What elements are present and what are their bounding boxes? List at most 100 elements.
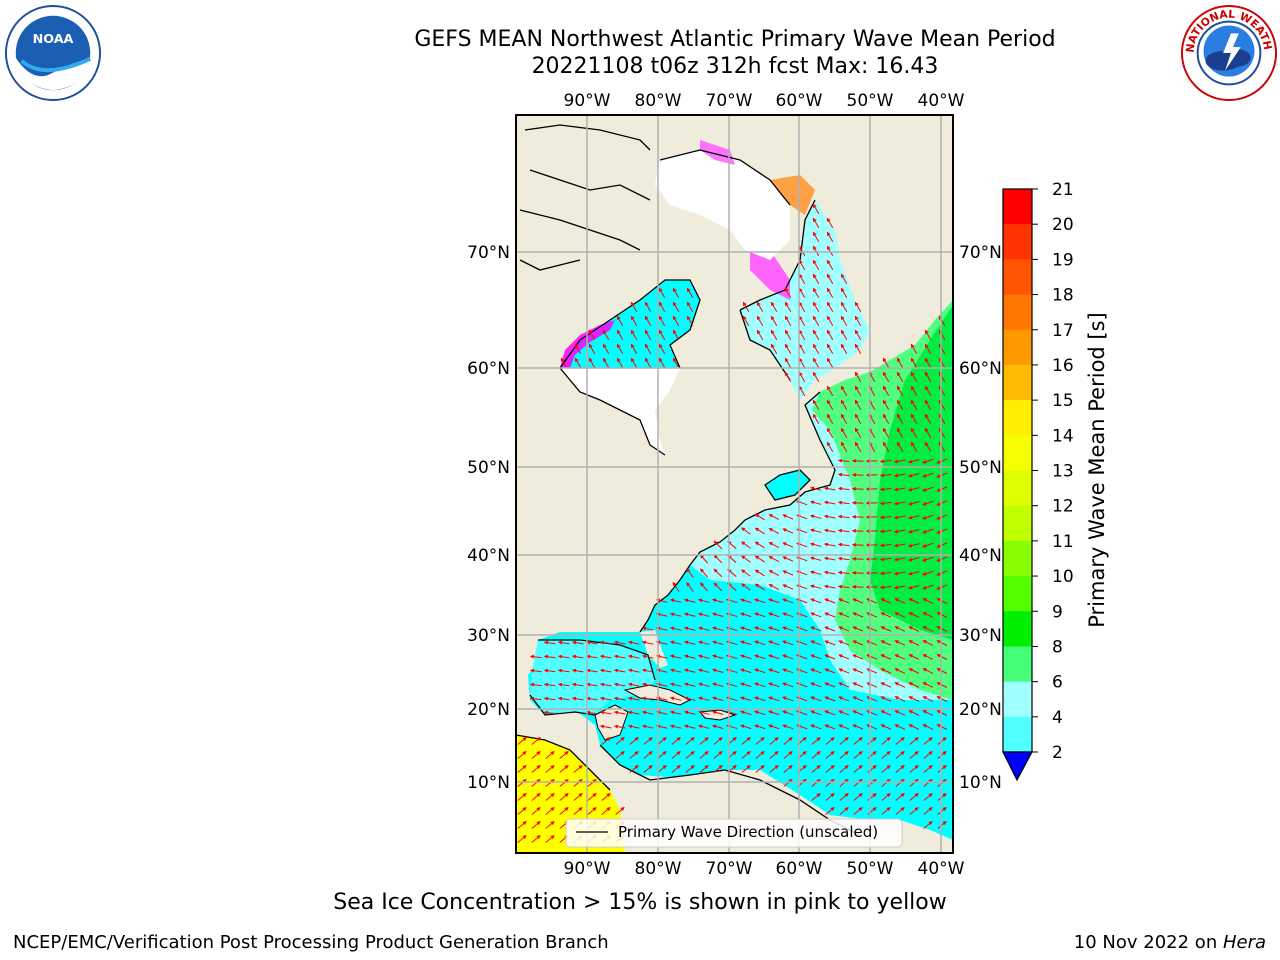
wave-arrow (768, 654, 780, 660)
wave-arrow (798, 329, 806, 341)
lon-label: 40°W (918, 859, 965, 879)
wave-arrow (571, 682, 584, 687)
wave-arrow (880, 668, 892, 674)
lat-label: 30°N (959, 626, 1002, 646)
wave-arrow (908, 724, 920, 730)
wave-arrow (840, 287, 848, 299)
wave-arrow (924, 385, 932, 397)
wave-arrow (782, 514, 794, 520)
colorbar-tick-label: 12 (1052, 497, 1074, 517)
wave-arrow (908, 640, 920, 646)
wave-arrow (754, 710, 766, 716)
wave-arrow (630, 357, 638, 369)
wave-arrow (852, 696, 864, 702)
wave-arrow (658, 343, 666, 355)
wave-arrow (517, 835, 527, 843)
wave-arrow (545, 779, 555, 787)
wave-arrow (585, 640, 598, 645)
wave-arrow (893, 585, 906, 590)
wave-arrow (938, 371, 946, 383)
wave-arrow (670, 598, 682, 603)
wave-arrow (840, 385, 848, 397)
colorbar-tick-label: 19 (1052, 250, 1074, 270)
wave-arrow (768, 682, 780, 688)
wave-arrow (768, 513, 780, 521)
lat-label: 50°N (959, 458, 1002, 478)
wave-arrow (531, 737, 541, 745)
wave-arrow (938, 413, 946, 425)
wave-arrow (938, 427, 946, 439)
wave-arrow (517, 793, 527, 801)
graticule (516, 115, 953, 853)
wave-arrow (937, 765, 947, 773)
wave-arrow (698, 654, 710, 659)
wave-arrow (529, 696, 542, 701)
wave-arrow (768, 668, 780, 674)
wave-arrow (837, 570, 850, 575)
wave-arrow (798, 371, 806, 383)
wave-arrow (698, 612, 710, 617)
wave-arrow (559, 779, 569, 787)
wave-arrow (713, 568, 723, 578)
wave-arrow (824, 696, 836, 702)
colorbar-segment (1003, 259, 1032, 296)
wave-arrow (908, 696, 920, 702)
wave-arrow (812, 371, 820, 383)
wave-arrow (713, 737, 723, 745)
wave-arrow (770, 343, 778, 355)
wave-arrow (684, 668, 696, 673)
wave-arrow (893, 515, 906, 520)
wave-arrow (936, 472, 948, 478)
wave-arrow (531, 835, 541, 843)
wave-arrow (698, 682, 710, 687)
wave-arrow (895, 793, 905, 801)
wave-arrow (543, 640, 556, 645)
wave-arrow (823, 542, 836, 547)
wave-arrow (837, 542, 850, 547)
colorbar-label: Primary Wave Mean Period [s] (1085, 312, 1109, 628)
wave-arrow (657, 751, 667, 759)
wave-arrow (798, 343, 806, 355)
wave-arrow (698, 696, 710, 701)
colorbar-segment (1003, 576, 1032, 612)
wave-arrow (837, 500, 850, 505)
wave-arrow (559, 765, 569, 773)
wave-arrow (853, 793, 863, 801)
wave-arrow (798, 385, 806, 397)
wave-arrow (740, 612, 752, 618)
wave-arrow (840, 315, 848, 327)
wave-arrow (571, 696, 584, 701)
wave-arrow (840, 441, 848, 453)
wave-arrow (615, 807, 625, 815)
wave-arrow (937, 807, 947, 815)
wave-arrow (629, 737, 639, 745)
wave-arrow (882, 357, 890, 369)
wave-arrow (699, 582, 708, 592)
wave-arrow (826, 427, 834, 439)
wave-arrow (908, 557, 920, 562)
wave-arrow (936, 556, 948, 562)
wave-arrow (881, 765, 891, 773)
wave-arrow (768, 612, 780, 618)
wave-arrow (531, 765, 541, 773)
wave-arrow (712, 696, 724, 701)
wave-arrow (811, 751, 821, 759)
wave-arrow (699, 751, 709, 759)
wave-arrow (867, 793, 877, 801)
wave-arrow (881, 807, 891, 815)
wave-arrow (853, 737, 863, 745)
wave-arrow (613, 640, 626, 645)
wave-arrow (585, 682, 598, 687)
wave-arrow (812, 357, 820, 369)
wave-arrow (740, 640, 752, 646)
wave-arrow (713, 540, 723, 550)
wave-arrow (852, 626, 864, 632)
lat-label: 40°N (959, 546, 1002, 566)
wave-arrow (712, 612, 724, 617)
wave-arrow (938, 329, 946, 341)
wave-arrow (854, 399, 862, 411)
wave-arrow (812, 343, 820, 355)
wave-arrow (880, 710, 892, 716)
lat-label: 60°N (959, 359, 1002, 379)
wave-arrow (910, 427, 918, 439)
